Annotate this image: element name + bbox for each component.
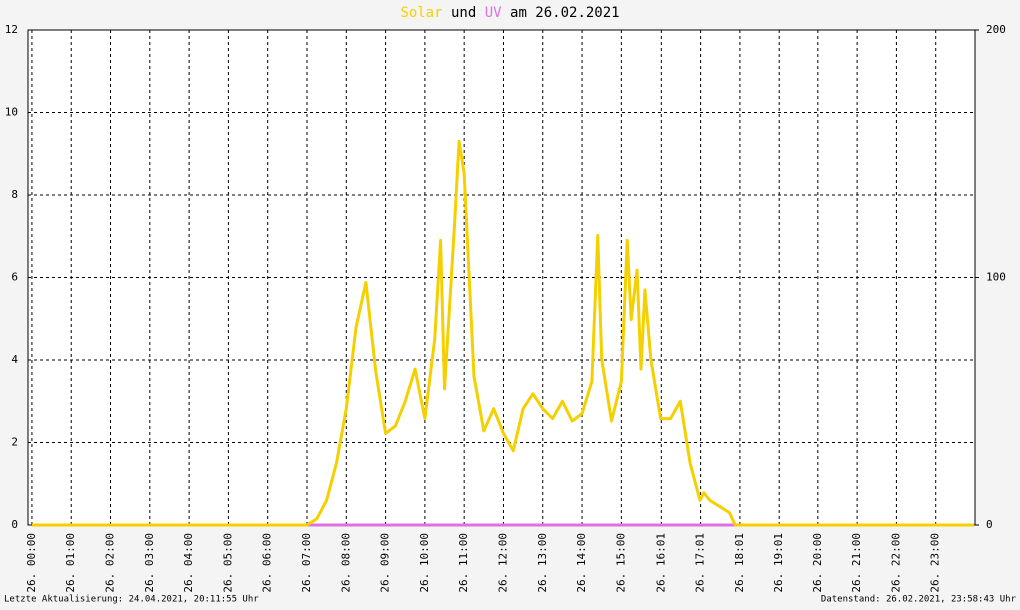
y-tick-label: 10: [5, 106, 18, 119]
y-tick-label: 4: [11, 353, 18, 366]
y-tick-label: 6: [11, 271, 18, 284]
title-and: und: [451, 5, 476, 21]
x-tick-label: 26. 20:00: [811, 533, 824, 593]
x-tick-label: 26. 18:01: [733, 533, 746, 593]
x-tick-label: 26. 04:00: [182, 533, 195, 593]
x-tick-label: 26. 05:00: [221, 533, 234, 593]
x-tick-label: 26. 03:00: [143, 533, 156, 593]
x-tick-label: 26. 12:00: [496, 533, 509, 593]
y-tick-label: 2: [11, 436, 18, 449]
y-tick-label: 12: [5, 23, 18, 36]
footer-right: Datenstand: 26.02.2021, 23:58:43 Uhr: [821, 595, 1017, 605]
x-tick-label: 26. 16:01: [654, 533, 667, 593]
x-tick-label: 26. 02:00: [104, 533, 117, 593]
x-tick-label: 26. 22:00: [889, 533, 902, 593]
x-tick-label: 26. 11:00: [457, 533, 470, 593]
x-tick-label: 26. 09:00: [379, 533, 392, 593]
y2-tick-label: 200: [986, 23, 1006, 36]
x-tick-label: 26. 08:00: [339, 533, 352, 593]
x-tick-label: 26. 19:01: [772, 533, 785, 593]
x-tick-label: 26. 17:01: [694, 533, 707, 593]
x-tick-label: 26. 06:00: [261, 533, 274, 593]
x-tick-label: 26. 14:00: [575, 533, 588, 593]
x-tick-label: 26. 07:00: [300, 533, 313, 593]
series-line: [31, 139, 975, 527]
y2-tick-label: 0: [986, 518, 993, 531]
x-tick-label: 26. 13:00: [536, 533, 549, 593]
y2-tick-label: 100: [986, 271, 1006, 284]
footer-left: Letzte Aktualisierung: 24.04.2021, 20:11…: [4, 595, 259, 605]
x-tick-label: 26. 15:00: [614, 533, 627, 593]
chart-title: Solar und UV am 26.02.2021: [400, 5, 619, 21]
x-tick-label: 26. 23:00: [929, 533, 942, 593]
x-tick-label: 26. 21:00: [850, 533, 863, 593]
title-uv: UV: [485, 5, 502, 21]
y-tick-label: 0: [11, 518, 18, 531]
y-tick-label: 8: [11, 188, 18, 201]
x-tick-label: 26. 00:00: [25, 533, 38, 593]
x-tick-label: 26. 01:00: [64, 533, 77, 593]
x-tick-label: 26. 10:00: [418, 533, 431, 593]
title-solar: Solar: [400, 5, 442, 21]
title-date: am 26.02.2021: [510, 5, 620, 21]
